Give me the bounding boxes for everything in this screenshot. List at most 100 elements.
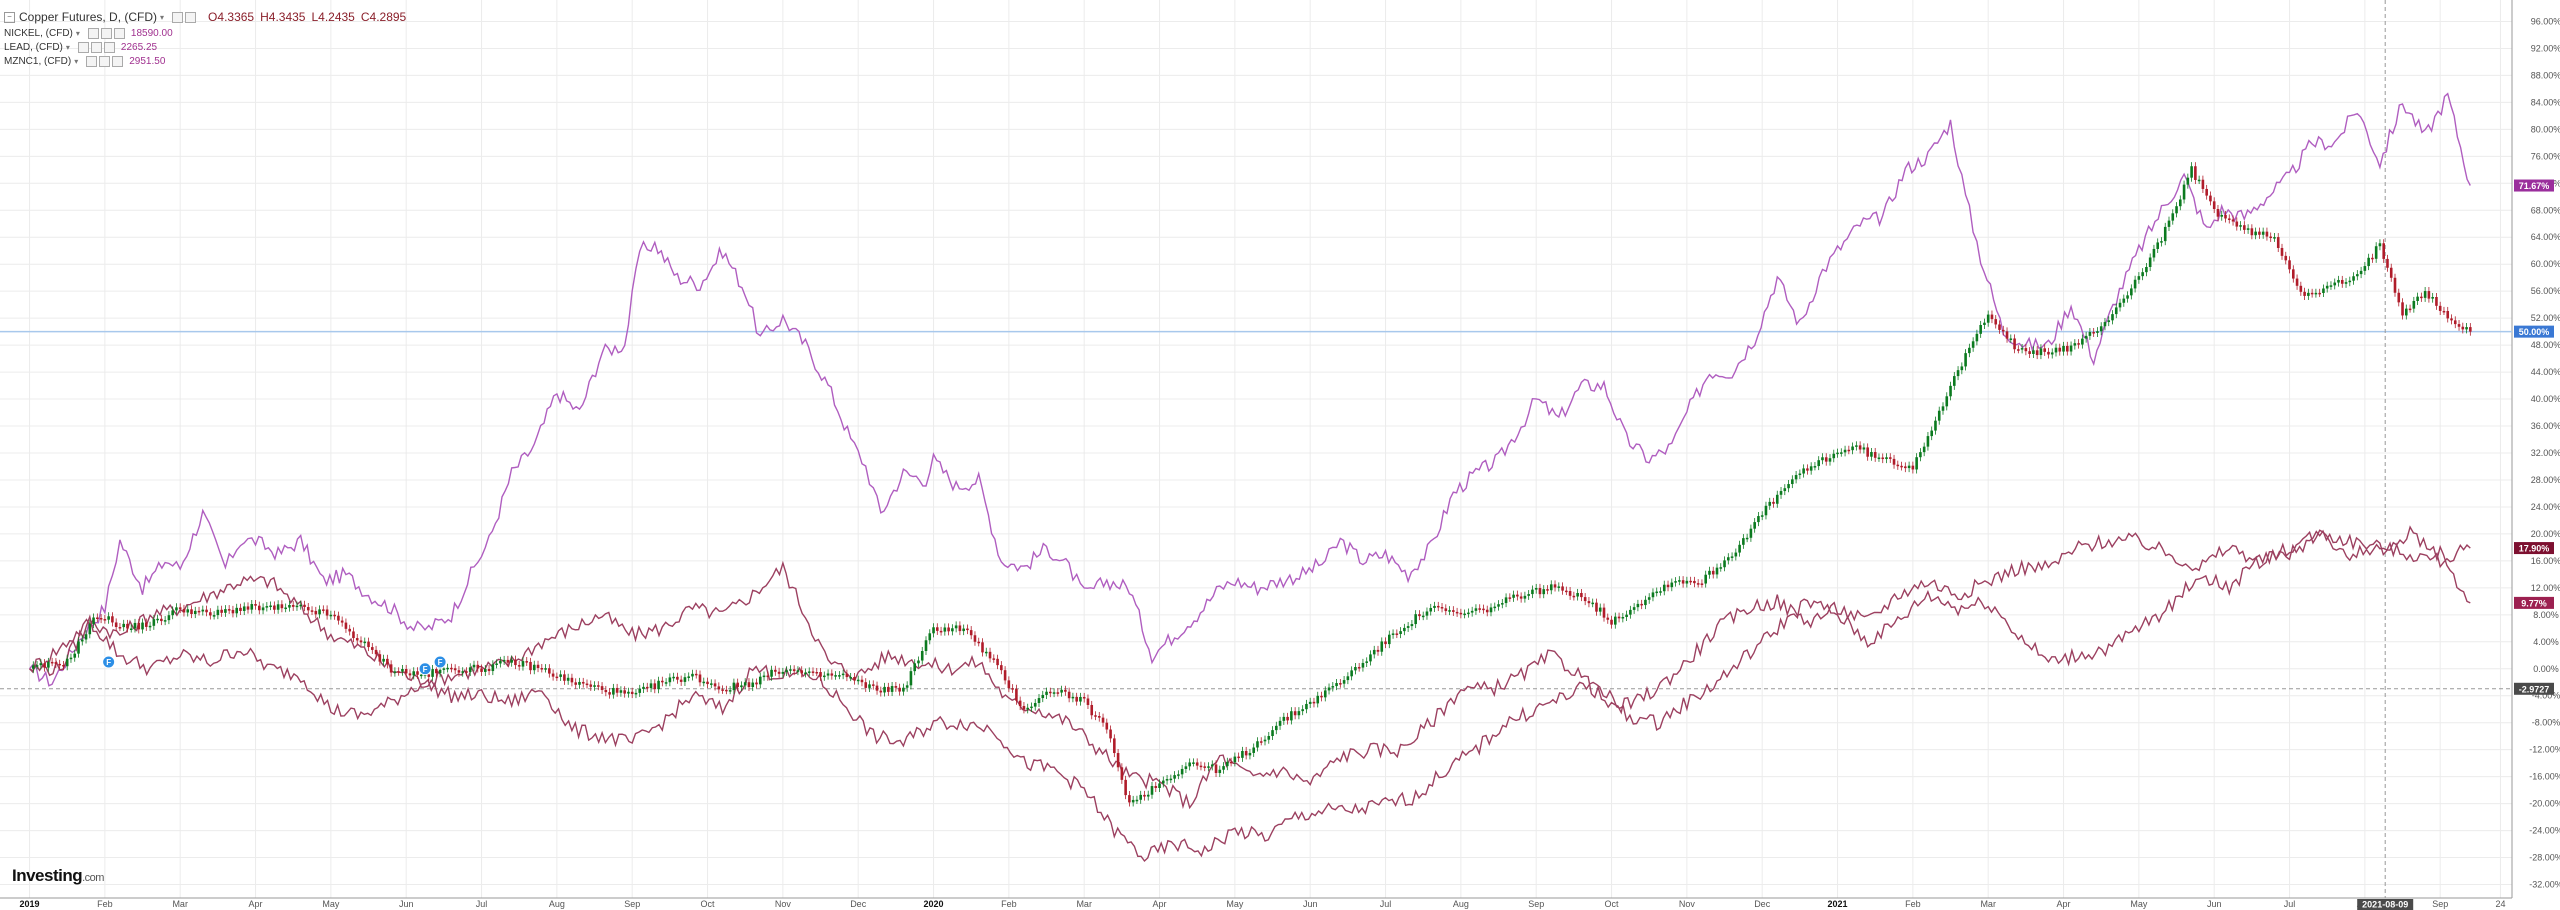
candle-body — [231, 609, 235, 614]
legend-symbol-name[interactable]: NICKEL, (CFD) — [4, 27, 73, 39]
candle-body — [284, 607, 287, 610]
dropdown-arrow-icon[interactable]: ▾ — [75, 28, 80, 38]
copper-last-label: 50.00% — [2519, 327, 2550, 337]
legend-row-lead[interactable]: LEAD, (CFD) ▾ 2265.25 — [4, 40, 406, 54]
candle-body — [2133, 279, 2137, 289]
candle-body — [2175, 206, 2178, 214]
investing-logo[interactable]: Investing.com — [12, 866, 104, 886]
candle-body — [2243, 225, 2246, 230]
x-tick-label: Jun — [1303, 899, 1318, 909]
candle-body — [694, 673, 698, 676]
candle-body — [404, 669, 408, 674]
candle-body — [789, 669, 792, 671]
candle-body — [860, 679, 864, 683]
candle-body — [1847, 449, 1851, 452]
candle-body — [1809, 466, 1813, 471]
main-symbol-buttons[interactable] — [170, 11, 197, 23]
candle-body — [103, 619, 107, 621]
symbol-buttons[interactable] — [86, 27, 125, 39]
hide-mini-icon[interactable] — [99, 55, 111, 67]
collapse-legend-icon[interactable]: − — [4, 11, 15, 23]
candle-body — [1934, 420, 1937, 431]
candle-body — [1990, 314, 1994, 320]
candle-body — [1305, 703, 1308, 710]
candle-body — [589, 684, 593, 687]
candle-body — [521, 661, 525, 667]
candle-body — [2427, 291, 2431, 299]
series-line — [28, 92, 2471, 687]
dropdown-arrow-icon[interactable]: ▾ — [160, 12, 165, 22]
candle-body — [1866, 447, 1869, 457]
y-tick-label: -28.00% — [2529, 853, 2560, 863]
remove-mini-icon[interactable] — [103, 41, 115, 53]
candle-body — [1971, 341, 1975, 348]
candle-body — [2084, 335, 2088, 339]
candle-body — [2386, 258, 2389, 268]
candle-body — [152, 619, 156, 626]
legend-symbol-name[interactable]: LEAD, (CFD) — [4, 41, 63, 53]
candle-body — [1621, 617, 1625, 619]
legend-row-nickel[interactable]: NICKEL, (CFD) ▾ 18590.00 — [4, 26, 406, 40]
candle-body — [849, 677, 852, 679]
candle-body — [1858, 445, 1862, 450]
dropdown-arrow-icon[interactable]: ▾ — [74, 56, 79, 66]
settings-mini-icon[interactable] — [86, 55, 98, 67]
legend-symbol-name[interactable]: MZNC1, (CFD) — [4, 55, 72, 67]
candle-body — [2265, 231, 2269, 237]
candle-body — [1580, 592, 1583, 598]
symbol-buttons[interactable] — [84, 55, 124, 67]
candle-body — [612, 687, 615, 695]
candle-body — [1685, 580, 1689, 584]
candle-body — [1798, 473, 1802, 476]
y-tick-label: 52.00% — [2531, 313, 2560, 323]
candle-body — [2314, 292, 2318, 295]
legend-row-zinc[interactable]: MZNC1, (CFD) ▾ 2951.50 — [4, 54, 406, 68]
candle-body — [1478, 608, 1481, 610]
candle-body — [1425, 611, 1429, 616]
settings-mini-icon[interactable] — [87, 27, 99, 39]
candle-body — [2276, 237, 2280, 248]
candle-body — [1998, 324, 2001, 330]
candle-body — [1026, 707, 1029, 710]
candle-body — [1259, 741, 1263, 743]
candle-body — [197, 610, 201, 613]
candle-body — [333, 614, 336, 617]
legend-main-row[interactable]: − Copper Futures, D, (CFD) ▾ O 4.3365 H 4.… — [4, 8, 406, 26]
candle-body — [1143, 794, 1146, 797]
candle-body — [2423, 291, 2427, 298]
candle-body — [751, 682, 755, 688]
candle-body — [1678, 580, 1681, 582]
candle-body — [239, 607, 242, 611]
symbol-buttons[interactable] — [76, 41, 115, 53]
main-symbol-name[interactable]: Copper Futures, D, (CFD) — [19, 10, 158, 24]
candle-body — [1429, 607, 1433, 612]
hide-mini-icon[interactable] — [100, 27, 112, 39]
candle-body — [401, 669, 404, 672]
candle-body — [299, 604, 303, 607]
candle-body — [190, 609, 193, 615]
candle-body — [382, 658, 385, 662]
candle-body — [1199, 765, 1203, 768]
candle-body — [706, 681, 709, 685]
settings-mini-icon[interactable] — [172, 11, 184, 23]
hide-mini-icon[interactable] — [185, 11, 197, 23]
candle-body — [2329, 285, 2333, 287]
settings-mini-icon[interactable] — [77, 41, 89, 53]
candle-body — [276, 604, 280, 610]
candle-body — [2325, 285, 2329, 289]
hide-mini-icon[interactable] — [90, 41, 102, 53]
candle-body — [1538, 587, 1542, 595]
candle-body — [1610, 619, 1613, 625]
x-tick-label: Nov — [1679, 899, 1696, 909]
candle-body — [1629, 609, 1632, 615]
remove-mini-icon[interactable] — [112, 55, 124, 67]
candle-body — [1926, 436, 1930, 447]
dropdown-arrow-icon[interactable]: ▾ — [65, 42, 70, 52]
candle-body — [1436, 605, 1440, 608]
candle-body — [1828, 458, 1832, 462]
candle-body — [1843, 449, 1847, 453]
candle-body — [710, 683, 713, 685]
x-tick-label: Apr — [1153, 899, 1167, 909]
remove-mini-icon[interactable] — [113, 27, 125, 39]
